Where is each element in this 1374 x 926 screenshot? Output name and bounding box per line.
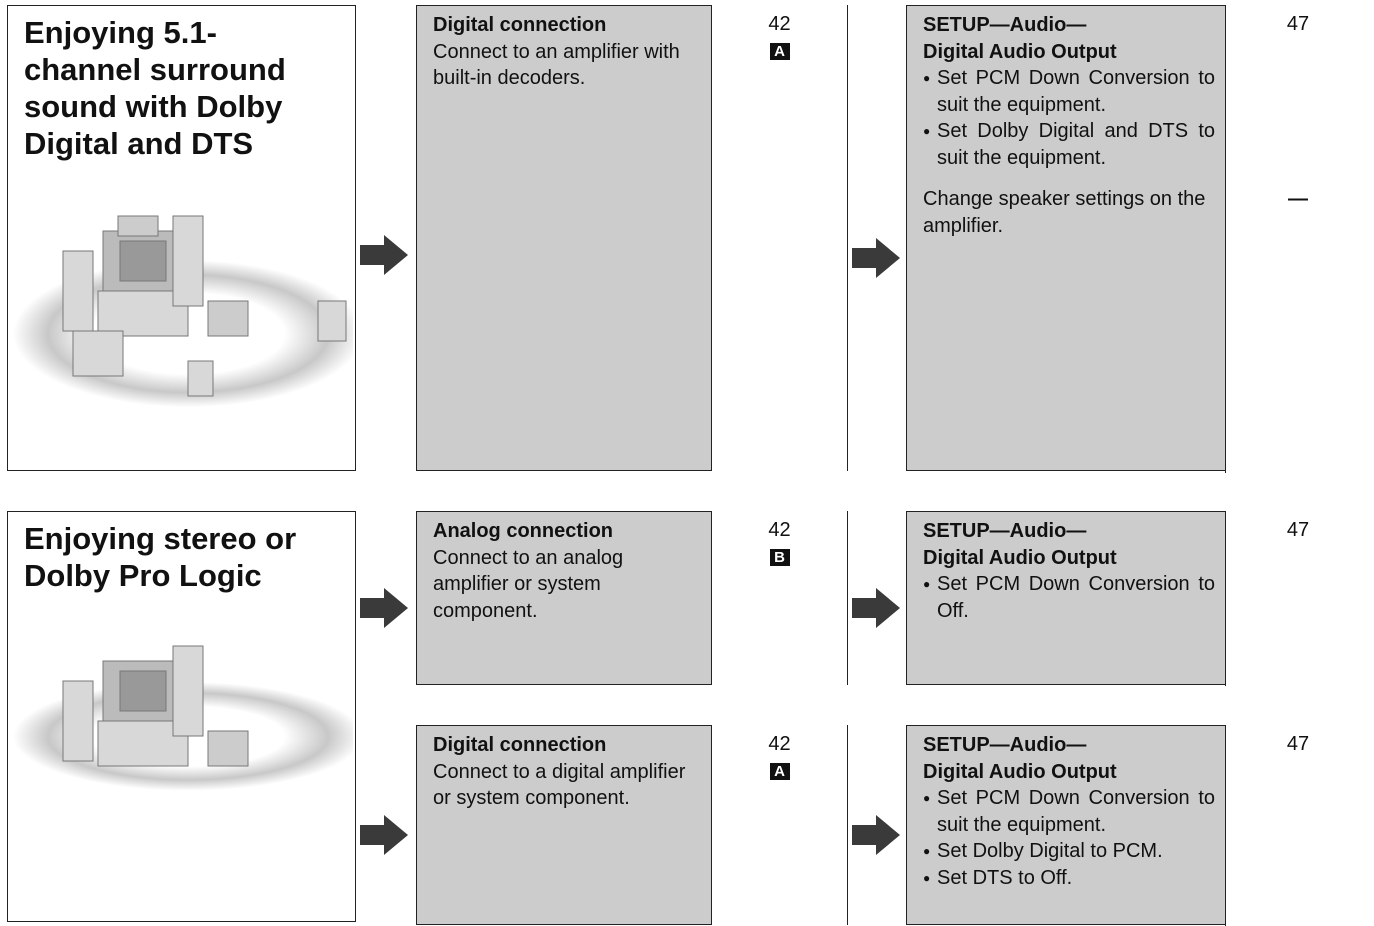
section-badge: A	[770, 43, 790, 60]
page-ref: 47	[1226, 731, 1370, 758]
title-line: channel surround	[24, 51, 286, 88]
setting-box: SETUP—Audio—Digital Audio OutputSet PCM …	[906, 5, 1370, 182]
connection-heading: Analog connection	[433, 518, 701, 545]
setting-heading: Digital Audio Output	[923, 39, 1215, 66]
arrow	[852, 588, 902, 628]
page-ref: 47	[1226, 11, 1370, 38]
setting-heading: Digital Audio Output	[923, 759, 1215, 786]
page-column: 47	[1225, 5, 1370, 182]
setting-bullet: Set PCM Down Conversion to Off.	[923, 571, 1215, 624]
setting-box: SETUP—Audio—Digital Audio OutputSet PCM …	[906, 725, 1370, 925]
setting-bullet: Set PCM Down Conversion to suit the equi…	[923, 785, 1215, 838]
title-line: Dolby Pro Logic	[24, 557, 296, 594]
illustration	[8, 631, 353, 801]
setting-text: Change speaker settings on the amplifier…	[923, 186, 1215, 239]
page-ref: 42	[712, 11, 847, 38]
page-column: —	[1225, 180, 1370, 473]
connection-heading: Digital connection	[433, 732, 701, 759]
page-ref: 42	[712, 731, 847, 758]
page-ref: —	[1226, 186, 1370, 213]
title-line: Digital and DTS	[24, 125, 286, 162]
page-ref: 42	[712, 517, 847, 544]
arrow	[852, 238, 902, 278]
setting-heading: Digital Audio Output	[923, 545, 1215, 572]
setting-cell: SETUP—Audio—Digital Audio OutputSet PCM …	[907, 726, 1225, 926]
title-line: Enjoying stereo or	[24, 520, 296, 557]
setting-heading: SETUP—Audio—	[923, 12, 1215, 39]
setting-cell: SETUP—Audio—Digital Audio OutputSet PCM …	[907, 512, 1225, 686]
page-column: 42 A	[711, 725, 847, 925]
connection-text: Connect to a digital amplifier or system…	[433, 759, 701, 812]
page-column: 42 B	[711, 511, 847, 685]
setting-bullet: Set PCM Down Conversion to suit the equi…	[923, 65, 1215, 118]
illustration	[8, 191, 353, 421]
arrow	[852, 815, 902, 855]
setting-bullet: Set Dolby Digital to PCM.	[923, 838, 1215, 865]
setting-heading: SETUP—Audio—	[923, 518, 1215, 545]
page-column: 47	[1225, 725, 1370, 926]
page-column: 42 A	[711, 5, 847, 471]
setting-heading: SETUP—Audio—	[923, 732, 1215, 759]
setting-cell: SETUP—Audio—Digital Audio OutputSet PCM …	[907, 6, 1225, 181]
section-badge: B	[770, 549, 790, 566]
arrow	[360, 235, 410, 275]
arrow	[360, 815, 410, 855]
connection-heading: Digital connection	[433, 12, 701, 39]
arrow	[360, 588, 410, 628]
setting-bullet: Set Dolby Digital and DTS to suit the eq…	[923, 118, 1215, 171]
setting-cell: Change speaker settings on the amplifier…	[907, 180, 1225, 471]
setting-bullet: Set DTS to Off.	[923, 865, 1215, 892]
setting-box: Change speaker settings on the amplifier…	[906, 180, 1370, 471]
connection-text: Connect to an analog amplifier or system…	[433, 545, 701, 625]
setting-box: SETUP—Audio—Digital Audio OutputSet PCM …	[906, 511, 1370, 685]
page-column: 47	[1225, 511, 1370, 687]
title-line: sound with Dolby	[24, 88, 286, 125]
connection-text: Connect to an amplifier with built-in de…	[433, 39, 701, 92]
page-ref: 47	[1226, 517, 1370, 544]
title-line: Enjoying 5.1-	[24, 14, 286, 51]
section-badge: A	[770, 763, 790, 780]
